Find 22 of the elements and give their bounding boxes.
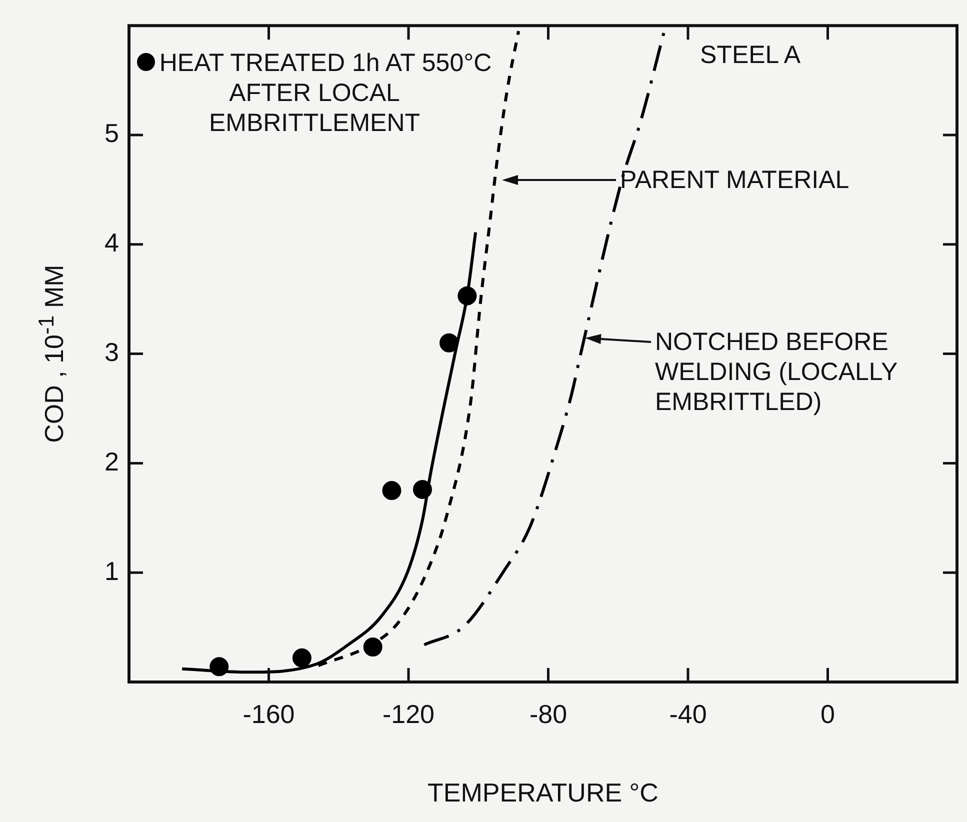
x-tick-label: -160 [242,698,295,729]
x-tick-label: -120 [382,698,435,729]
point [363,637,382,656]
point [292,648,312,668]
point [440,333,459,352]
y-tick-label: 4 [104,228,119,258]
annotation: STEEL A [700,40,802,70]
x-tick-label: 0 [820,698,835,729]
y-tick-label: 5 [104,118,119,148]
point [382,481,402,500]
legend-label: HEAT TREATED 1h AT 550°C AFTER LOCAL EMBRITTLEMENT [159,48,492,137]
x-axis-title: TEMPERATURE °C [428,778,658,808]
x-tick-label: -80 [529,698,568,729]
y-tick-label: 2 [104,446,119,476]
x-tick-label: -40 [669,698,707,729]
point [458,286,477,306]
annotation: NOTCHED BEFORE WELDING (LOCALLY EMBRITTLED) [655,327,898,417]
y-tick-label: 1 [104,556,119,586]
point [412,480,432,499]
y-tick-label: 3 [104,336,119,367]
annotation: PARENT MATERIAL [620,165,850,195]
point [210,657,229,676]
